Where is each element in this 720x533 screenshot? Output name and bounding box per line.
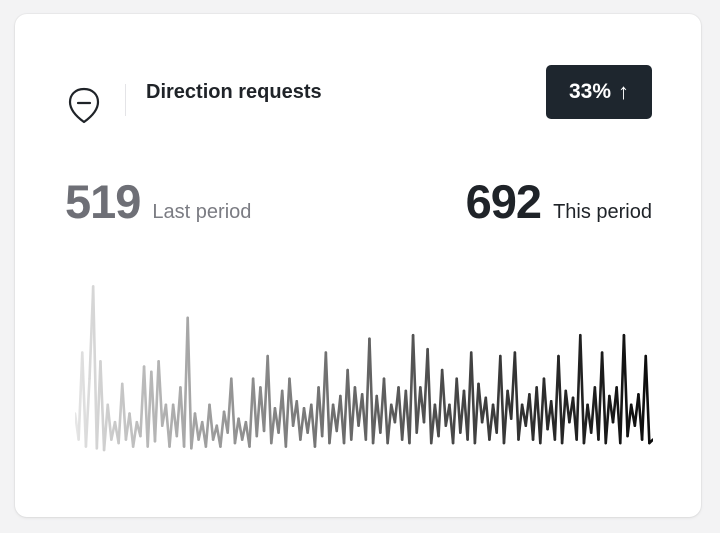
chart-line-segment bbox=[499, 354, 506, 445]
chart-line-segment bbox=[626, 403, 633, 438]
chart-line-segment bbox=[106, 403, 113, 441]
chart-line-segment bbox=[557, 354, 564, 445]
requests-line-chart bbox=[75, 285, 653, 452]
chart-line-segment bbox=[353, 386, 360, 427]
arrow-up-icon: ↑ bbox=[618, 79, 630, 104]
chart-line-segment bbox=[513, 351, 520, 441]
chart-line-segment bbox=[600, 351, 608, 445]
chart-line-segment bbox=[368, 337, 375, 445]
chart-line-segment bbox=[91, 285, 99, 450]
chart-line-segment bbox=[168, 403, 175, 448]
chart-line-segment bbox=[455, 377, 462, 434]
chart-line-segment bbox=[120, 382, 128, 441]
chart-line-segment bbox=[648, 438, 653, 445]
chart-line-segment bbox=[288, 377, 295, 427]
chart-line-segment bbox=[564, 389, 571, 424]
chart-line-segment bbox=[411, 333, 419, 434]
chart-line-segment bbox=[270, 406, 277, 445]
chart-line-segment bbox=[469, 351, 477, 445]
chart-line-segment bbox=[484, 396, 491, 441]
chart-line-segment bbox=[429, 403, 437, 445]
chart-line-segment bbox=[102, 403, 110, 452]
chart-line-segment bbox=[426, 347, 433, 445]
chart-line-segment bbox=[502, 389, 509, 445]
chart-line-segment bbox=[208, 403, 215, 441]
chart-line-segment bbox=[542, 377, 549, 431]
last-period-value: 519 bbox=[65, 175, 141, 228]
this-period-stat: 692 This period bbox=[466, 174, 652, 229]
chart-line-segment bbox=[266, 354, 273, 445]
chart-line-segment bbox=[517, 403, 524, 441]
chart-line-segment bbox=[299, 406, 306, 441]
chart-line-segment bbox=[349, 386, 357, 441]
chart-line-segment bbox=[230, 377, 237, 445]
chart-line-segment bbox=[539, 377, 546, 445]
chart-line-segment bbox=[386, 403, 393, 445]
chart-line-segment bbox=[477, 382, 484, 424]
chart-line-segment bbox=[219, 410, 226, 448]
header-divider bbox=[125, 84, 126, 116]
chart-line-segment bbox=[488, 403, 495, 441]
last-period-stat: 519 Last period bbox=[65, 174, 251, 229]
chart-line-segment bbox=[153, 360, 160, 443]
chart-line-segment bbox=[328, 403, 335, 445]
chart-line-segment bbox=[473, 382, 480, 445]
chart-line-segment bbox=[193, 412, 200, 441]
chart-line-segment bbox=[284, 377, 291, 448]
chart-line-segment bbox=[437, 368, 444, 438]
change-percent: 33% bbox=[568, 80, 612, 103]
pin-minus-icon bbox=[68, 87, 100, 124]
chart-line-segment bbox=[186, 316, 193, 450]
chart-line-segment bbox=[80, 351, 88, 448]
chart-line-segment bbox=[157, 360, 164, 427]
chart-line-segment bbox=[578, 333, 586, 445]
chart-line-segment bbox=[604, 394, 611, 445]
chart-line-segment bbox=[251, 377, 259, 438]
chart-line-segment bbox=[190, 412, 197, 450]
chart-line-segment bbox=[204, 403, 211, 448]
chart-line-segment bbox=[622, 333, 629, 438]
chart-line-segment bbox=[313, 386, 320, 448]
chart-line-segment bbox=[324, 351, 331, 445]
chart-line-segment bbox=[644, 354, 651, 445]
chart-line-segment bbox=[582, 403, 589, 445]
chart-line-segment bbox=[237, 417, 244, 441]
chart-line-segment bbox=[382, 377, 389, 445]
chart-line-segment bbox=[346, 368, 353, 441]
chart-line-segment bbox=[295, 400, 302, 441]
chart-line-segment bbox=[248, 377, 255, 448]
last-period-label: Last period bbox=[152, 201, 252, 223]
chart-line-segment bbox=[440, 368, 448, 427]
this-period-label: This period bbox=[553, 201, 652, 223]
change-badge: 33% ↑ bbox=[546, 65, 652, 119]
chart-line-segment bbox=[451, 377, 459, 445]
chart-line-segment bbox=[560, 389, 568, 445]
chart-line-segment bbox=[84, 377, 91, 448]
direction-requests-card: Direction requests 33% ↑ 519 Last period… bbox=[15, 14, 701, 517]
this-period-value: 692 bbox=[465, 175, 542, 228]
chart-line-segment bbox=[99, 360, 106, 452]
card-title: Direction requests bbox=[146, 81, 322, 103]
chart-line-segment bbox=[128, 412, 135, 448]
chart-line-segment bbox=[415, 386, 422, 434]
chart-line-segment bbox=[131, 420, 139, 448]
chart-line-segment bbox=[371, 394, 379, 445]
